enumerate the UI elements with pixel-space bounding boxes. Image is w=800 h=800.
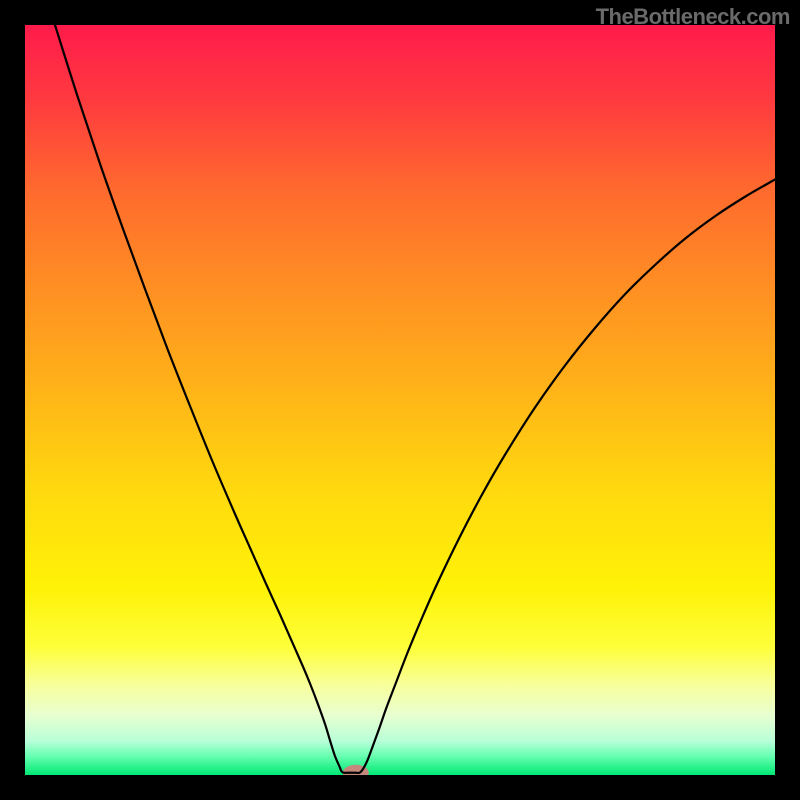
watermark-text: TheBottleneck.com <box>596 4 790 30</box>
plot-area <box>25 25 775 775</box>
gradient-background <box>25 25 775 775</box>
chart-container: TheBottleneck.com <box>0 0 800 800</box>
chart-svg <box>25 25 775 775</box>
